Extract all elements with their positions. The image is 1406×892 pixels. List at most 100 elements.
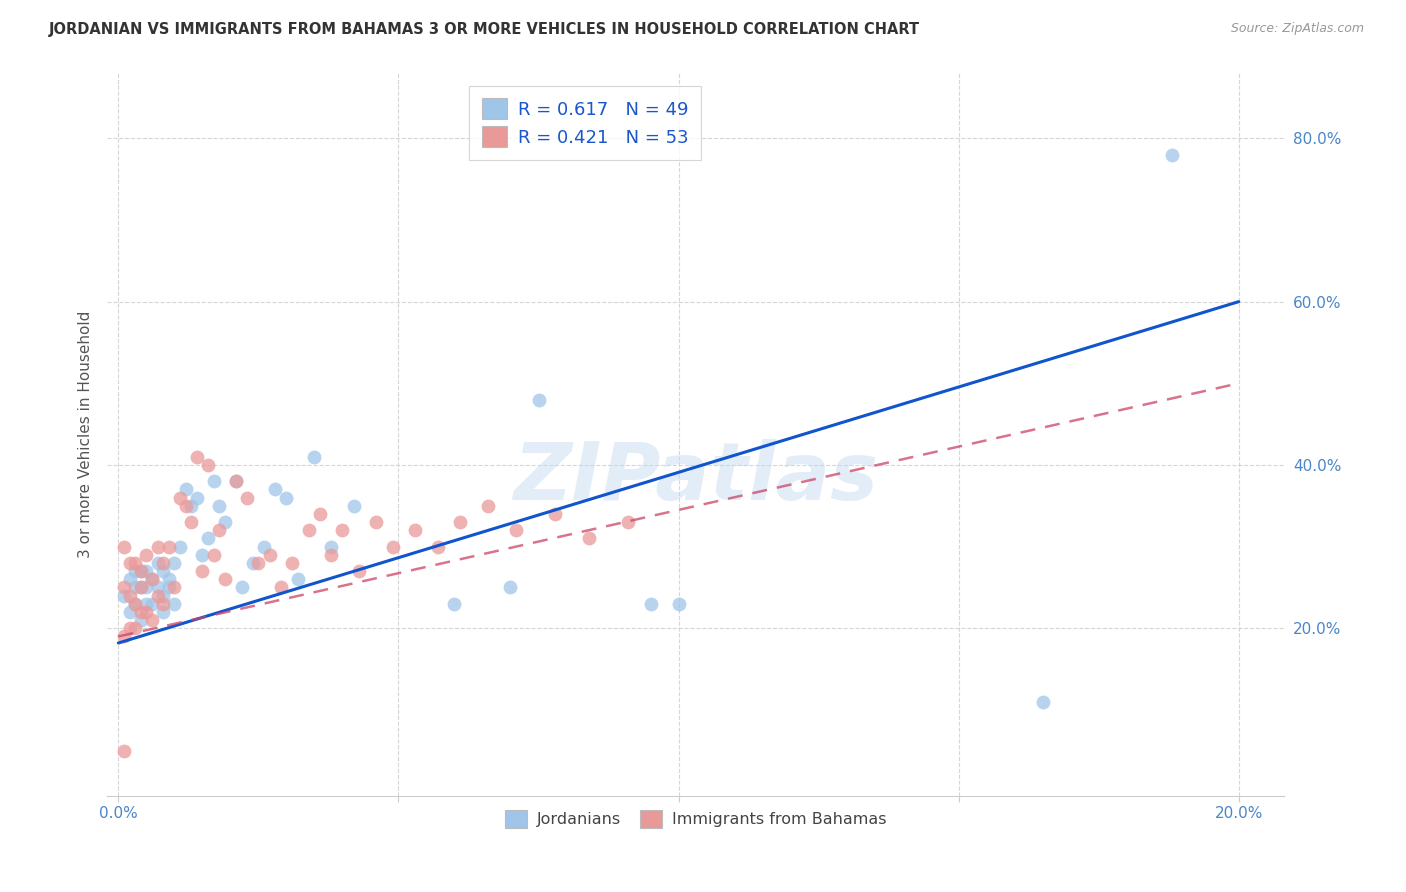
Legend: Jordanians, Immigrants from Bahamas: Jordanians, Immigrants from Bahamas xyxy=(498,804,893,835)
Point xyxy=(174,499,197,513)
Point xyxy=(129,581,152,595)
Text: Source: ZipAtlas.com: Source: ZipAtlas.com xyxy=(1230,22,1364,36)
Point xyxy=(214,572,236,586)
Point xyxy=(169,491,191,505)
Point xyxy=(259,548,281,562)
Text: ZIPatlas: ZIPatlas xyxy=(513,439,877,516)
Point xyxy=(163,597,186,611)
Point xyxy=(118,556,141,570)
Point xyxy=(298,524,321,538)
Point xyxy=(343,499,366,513)
Point xyxy=(426,540,449,554)
Point xyxy=(169,540,191,554)
Point xyxy=(505,524,527,538)
Point xyxy=(214,515,236,529)
Point xyxy=(332,524,354,538)
Point xyxy=(135,597,157,611)
Point xyxy=(129,564,152,578)
Point xyxy=(118,589,141,603)
Point xyxy=(404,524,426,538)
Point xyxy=(163,556,186,570)
Point xyxy=(247,556,270,570)
Point xyxy=(129,581,152,595)
Point xyxy=(129,605,152,619)
Point xyxy=(1160,147,1182,161)
Point xyxy=(477,499,499,513)
Point xyxy=(124,621,146,635)
Point xyxy=(191,564,214,578)
Point xyxy=(349,564,371,578)
Text: JORDANIAN VS IMMIGRANTS FROM BAHAMAS 3 OR MORE VEHICLES IN HOUSEHOLD CORRELATION: JORDANIAN VS IMMIGRANTS FROM BAHAMAS 3 O… xyxy=(49,22,921,37)
Point xyxy=(449,515,471,529)
Point xyxy=(191,548,214,562)
Point xyxy=(276,491,298,505)
Point xyxy=(640,597,662,611)
Point xyxy=(163,581,186,595)
Point xyxy=(186,450,208,464)
Point xyxy=(152,556,174,570)
Point xyxy=(186,491,208,505)
Point xyxy=(578,532,600,546)
Point xyxy=(225,475,247,489)
Point xyxy=(141,572,163,586)
Point xyxy=(264,483,287,497)
Point xyxy=(180,515,202,529)
Point xyxy=(157,572,180,586)
Point xyxy=(208,499,231,513)
Point xyxy=(321,540,343,554)
Point xyxy=(135,548,157,562)
Point xyxy=(174,483,197,497)
Y-axis label: 3 or more Vehicles in Household: 3 or more Vehicles in Household xyxy=(79,310,93,558)
Point xyxy=(617,515,640,529)
Point xyxy=(141,613,163,627)
Point xyxy=(124,581,146,595)
Point xyxy=(197,458,219,472)
Point xyxy=(1032,695,1054,709)
Point xyxy=(281,556,304,570)
Point xyxy=(309,507,332,521)
Point xyxy=(141,572,163,586)
Point xyxy=(364,515,387,529)
Point xyxy=(146,589,169,603)
Point xyxy=(321,548,343,562)
Point xyxy=(112,589,135,603)
Point xyxy=(197,532,219,546)
Point xyxy=(202,475,225,489)
Point xyxy=(231,581,253,595)
Point xyxy=(527,392,550,407)
Point xyxy=(381,540,404,554)
Point xyxy=(112,581,135,595)
Point xyxy=(152,605,174,619)
Point xyxy=(225,475,247,489)
Point xyxy=(202,548,225,562)
Point xyxy=(208,524,231,538)
Point xyxy=(146,581,169,595)
Point xyxy=(180,499,202,513)
Point xyxy=(124,564,146,578)
Point xyxy=(544,507,567,521)
Point xyxy=(236,491,259,505)
Point xyxy=(135,564,157,578)
Point xyxy=(124,597,146,611)
Point xyxy=(129,613,152,627)
Point xyxy=(129,564,152,578)
Point xyxy=(112,540,135,554)
Point xyxy=(146,540,169,554)
Point xyxy=(124,597,146,611)
Point xyxy=(135,605,157,619)
Point xyxy=(253,540,276,554)
Point xyxy=(157,581,180,595)
Point xyxy=(668,597,690,611)
Point xyxy=(152,564,174,578)
Point xyxy=(118,605,141,619)
Point xyxy=(443,597,465,611)
Point xyxy=(152,589,174,603)
Point xyxy=(112,744,135,758)
Point xyxy=(118,572,141,586)
Point xyxy=(118,621,141,635)
Point xyxy=(499,581,522,595)
Point xyxy=(124,556,146,570)
Point xyxy=(242,556,264,570)
Point xyxy=(135,581,157,595)
Point xyxy=(112,630,135,644)
